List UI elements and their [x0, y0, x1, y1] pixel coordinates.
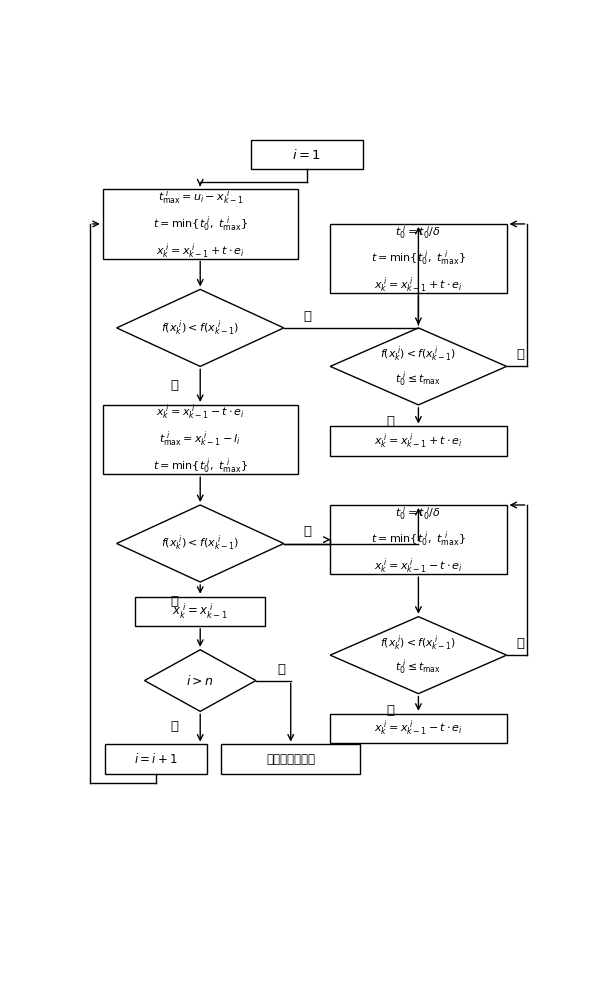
Bar [221, 744, 361, 774]
Bar [105, 744, 207, 774]
Text: 是: 是 [516, 348, 525, 361]
Bar [330, 426, 507, 456]
Bar [135, 597, 265, 626]
Text: 是: 是 [303, 525, 311, 538]
Text: $f(x_k^{\ i})<f(x_{k-1}^{\ i})$
$t_0^{\ i}\leq t_{\mathrm{max}}$: $f(x_k^{\ i})<f(x_{k-1}^{\ i})$ $t_0^{\ … [380, 344, 456, 389]
Bar [103, 405, 298, 474]
Text: $t_0^{\ i}=t_0^{\ i}/\delta$
$t=\min\{t_0^{\ i},\ t_{\mathrm{max}}^{\ i}\}$
$x_k: $t_0^{\ i}=t_0^{\ i}/\delta$ $t=\min\{t_… [371, 222, 466, 295]
Text: 是: 是 [516, 637, 525, 650]
Text: 是: 是 [303, 310, 311, 323]
Polygon shape [330, 617, 507, 694]
Text: $f(x_k^{\ i})<f(x_{k-1}^{\ i})$: $f(x_k^{\ i})<f(x_{k-1}^{\ i})$ [161, 534, 239, 553]
Text: $f(x_k^{\ i})<f(x_{k-1}^{\ i})$: $f(x_k^{\ i})<f(x_{k-1}^{\ i})$ [161, 318, 239, 338]
Text: $x_k^{\ i}=x_{k-1}^{\ i}$: $x_k^{\ i}=x_{k-1}^{\ i}$ [173, 602, 228, 621]
Text: 否: 否 [386, 704, 395, 717]
Bar [252, 140, 363, 169]
Text: $i>n$: $i>n$ [186, 674, 214, 688]
Text: 否: 否 [171, 379, 179, 392]
Text: 重新回到主循环: 重新回到主循环 [266, 753, 315, 766]
Text: $x_k^{\ i}=x_{k-1}^{\ i}-t\cdot e_i$: $x_k^{\ i}=x_{k-1}^{\ i}-t\cdot e_i$ [374, 718, 463, 738]
Text: $t_0^{\ i}=t_0^{\ i}/\delta$
$t=\min\{t_0^{\ i},\ t_{\mathrm{max}}^{\ i}\}$
$x_k: $t_0^{\ i}=t_0^{\ i}/\delta$ $t=\min\{t_… [371, 503, 466, 576]
Text: 否: 否 [171, 595, 179, 608]
Text: $x_k^{\ i}=x_{k-1}^{\ i}-t\cdot e_i$
$t_{\mathrm{max}}^{\ i}=x_{k-1}^{\ i}-l_i$
: $x_k^{\ i}=x_{k-1}^{\ i}-t\cdot e_i$ $t_… [153, 403, 247, 476]
Text: $i=1$: $i=1$ [292, 148, 322, 162]
Bar [330, 714, 507, 743]
Bar [330, 224, 507, 293]
Text: 是: 是 [277, 663, 286, 676]
Polygon shape [144, 650, 256, 711]
Text: $f(x_k^{\ i})<f(x_{k-1}^{\ i})$
$t_0^{\ i}\leq t_{\mathrm{max}}$: $f(x_k^{\ i})<f(x_{k-1}^{\ i})$ $t_0^{\ … [380, 633, 456, 677]
Bar [103, 189, 298, 259]
Polygon shape [117, 289, 284, 366]
Text: 否: 否 [386, 415, 395, 428]
Polygon shape [330, 328, 507, 405]
Text: $x_k^{\ i}=x_{k-1}^{\ i}+t\cdot e_i$: $x_k^{\ i}=x_{k-1}^{\ i}+t\cdot e_i$ [374, 431, 463, 451]
Polygon shape [117, 505, 284, 582]
Text: $t_{\mathrm{max}}^{\ i}=u_i-x_{k-1}^{\ i}$
$t=\min\{t_0^{\ i},\ t_{\mathrm{max}}: $t_{\mathrm{max}}^{\ i}=u_i-x_{k-1}^{\ i… [153, 187, 247, 261]
Bar [330, 505, 507, 574]
Text: $i=i+1$: $i=i+1$ [134, 752, 178, 766]
Text: 否: 否 [171, 720, 179, 733]
